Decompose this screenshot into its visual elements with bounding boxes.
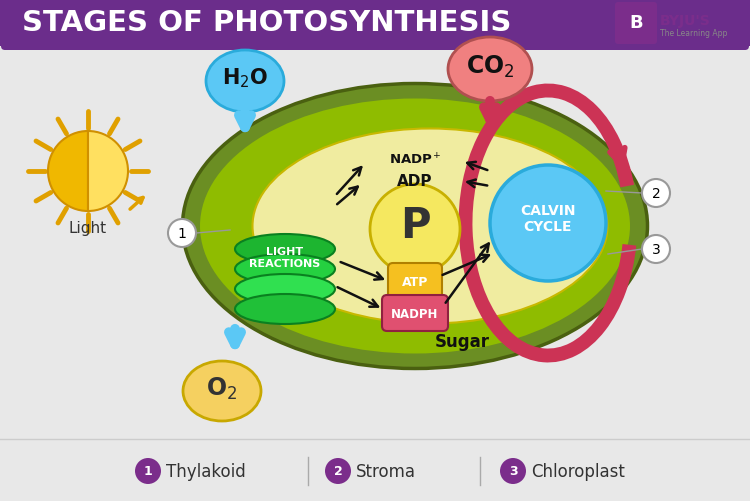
Ellipse shape	[235, 295, 335, 324]
FancyBboxPatch shape	[1, 1, 749, 51]
Text: The Learning App: The Learning App	[660, 29, 728, 38]
Text: 3: 3	[652, 242, 660, 257]
Ellipse shape	[183, 361, 261, 421]
Text: CO$_2$: CO$_2$	[466, 54, 514, 80]
Text: 2: 2	[334, 464, 342, 477]
Text: B: B	[629, 14, 643, 32]
Ellipse shape	[253, 129, 608, 324]
Circle shape	[135, 458, 161, 484]
Text: Sugar: Sugar	[434, 332, 490, 350]
Ellipse shape	[235, 275, 335, 305]
Ellipse shape	[448, 38, 532, 102]
Text: LIGHT
REACTIONS: LIGHT REACTIONS	[249, 246, 321, 268]
Ellipse shape	[200, 99, 630, 354]
Wedge shape	[48, 132, 88, 211]
Ellipse shape	[235, 255, 335, 285]
Ellipse shape	[235, 234, 335, 265]
Text: 1: 1	[144, 464, 152, 477]
Text: 3: 3	[509, 464, 518, 477]
Text: O$_2$: O$_2$	[206, 375, 238, 401]
Text: 2: 2	[652, 187, 660, 200]
Ellipse shape	[182, 84, 647, 369]
Text: NADPH: NADPH	[392, 307, 439, 320]
Text: ATP: ATP	[402, 275, 428, 288]
Text: ADP: ADP	[398, 174, 433, 189]
Text: CALVIN
CYCLE: CALVIN CYCLE	[520, 203, 576, 233]
Circle shape	[642, 180, 670, 207]
Text: P: P	[400, 204, 430, 246]
Circle shape	[500, 458, 526, 484]
Text: NADP$^+$: NADP$^+$	[388, 152, 441, 167]
Text: Light: Light	[69, 220, 107, 235]
Circle shape	[168, 219, 196, 247]
Text: STAGES OF PHOTOSYNTHESIS: STAGES OF PHOTOSYNTHESIS	[22, 9, 512, 37]
Circle shape	[490, 166, 606, 282]
Text: BYJU'S: BYJU'S	[660, 14, 711, 28]
Text: Stroma: Stroma	[356, 462, 416, 480]
Text: Thylakoid: Thylakoid	[166, 462, 246, 480]
FancyBboxPatch shape	[388, 264, 442, 301]
Wedge shape	[88, 132, 128, 211]
Circle shape	[370, 185, 460, 275]
FancyBboxPatch shape	[382, 296, 448, 331]
Text: 1: 1	[178, 226, 187, 240]
Circle shape	[642, 235, 670, 264]
FancyBboxPatch shape	[0, 0, 750, 47]
Text: H$_2$O: H$_2$O	[222, 66, 268, 90]
FancyBboxPatch shape	[615, 3, 657, 45]
Ellipse shape	[206, 51, 284, 113]
Circle shape	[325, 458, 351, 484]
Text: Chloroplast: Chloroplast	[531, 462, 625, 480]
